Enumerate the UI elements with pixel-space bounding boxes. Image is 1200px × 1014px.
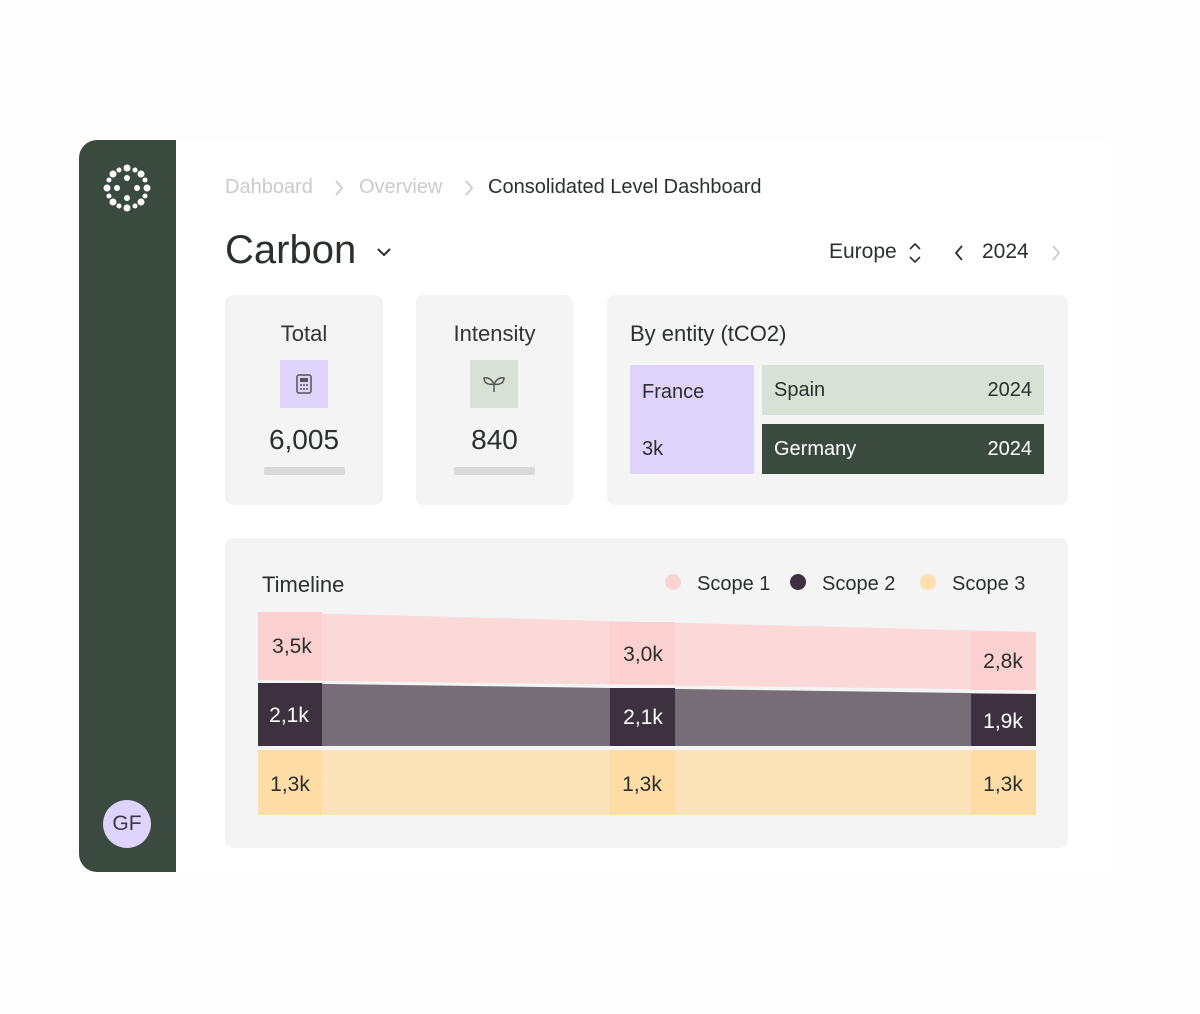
logo[interactable] [101, 162, 153, 214]
prev-year[interactable] [952, 243, 966, 263]
legend-label: Scope 2 [822, 573, 895, 595]
scope1-label: 3,0k [623, 643, 663, 666]
scope3-cell [258, 750, 322, 815]
avatar[interactable]: GF [103, 800, 151, 848]
card-title: Intensity [453, 321, 536, 346]
scope1-cell [610, 622, 675, 684]
title-dropdown[interactable] [375, 245, 393, 259]
scope3-label: 1,3k [270, 773, 310, 796]
entity-card: By entity (tCO2) France 3k Spain 2024 Ge… [607, 295, 1068, 505]
scope3-cell [971, 750, 1036, 815]
scope3-cell [610, 750, 675, 815]
year: 2024 [982, 240, 1029, 263]
legend-label: Scope 3 [952, 573, 1025, 595]
chevron [465, 180, 474, 196]
chevron [335, 180, 344, 196]
card-bar [264, 467, 345, 475]
legend-dot [665, 574, 681, 590]
legend-label: Scope 1 [697, 573, 770, 595]
breadcrumb-current: Consolidated Level Dashboard [488, 176, 762, 198]
scope2-label: 2,1k [269, 704, 309, 727]
entity-france[interactable]: France 3k [630, 365, 754, 474]
legend-dot [790, 574, 806, 590]
entity-germany[interactable]: Germany 2024 [762, 424, 1044, 474]
scope2-cell [971, 694, 1036, 746]
total-card: Total 6,005 [225, 295, 383, 505]
timeline-title: Timeline [262, 572, 344, 597]
scope1-label: 3,5k [272, 635, 312, 658]
entity-value: 3k [642, 438, 664, 460]
breadcrumb-link[interactable]: Dahboard [225, 176, 313, 198]
entity-name: Spain [774, 379, 826, 401]
leaf-icon [470, 360, 518, 408]
page-title[interactable]: Carbon [225, 228, 357, 272]
scope2-label: 2,1k [623, 706, 663, 729]
card-value: 840 [471, 424, 518, 455]
entity-name: Germany [774, 438, 857, 460]
sidebar: GF [79, 140, 176, 872]
select-icon [909, 242, 921, 264]
scope2-label: 1,9k [983, 710, 1023, 733]
entity-name: France [642, 381, 705, 403]
scope2-cell [258, 683, 322, 746]
scope3-label: 1,3k [983, 773, 1023, 796]
entity-value: 2024 [987, 379, 1033, 401]
scope1-label: 2,8k [983, 650, 1023, 673]
breadcrumb-link[interactable]: Overview [359, 176, 443, 198]
card-bar [454, 467, 535, 475]
scope3-label: 1,3k [622, 773, 662, 796]
scope1-cell [971, 632, 1036, 690]
scope2-cell [610, 688, 675, 746]
card-title: By entity (tCO2) [630, 321, 787, 346]
scope1-cell [258, 612, 322, 680]
region-select[interactable]: Europe [829, 240, 897, 263]
entity-value: 2024 [987, 438, 1033, 460]
calculator-icon [280, 360, 328, 408]
legend-dot [920, 574, 936, 590]
card-title: Total [280, 321, 328, 346]
next-year[interactable] [1049, 243, 1063, 263]
intensity-card: Intensity 840 [416, 295, 573, 505]
card-value: 6,005 [268, 424, 340, 455]
entity-spain[interactable]: Spain 2024 [762, 365, 1044, 415]
